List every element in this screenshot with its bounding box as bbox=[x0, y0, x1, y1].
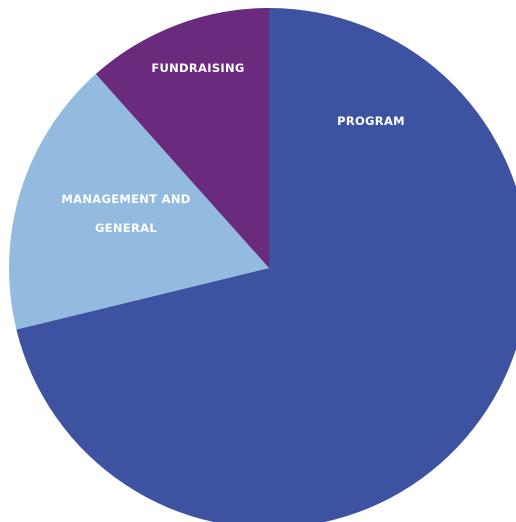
slice-label-fundraising: FUNDRAISING bbox=[151, 61, 244, 75]
pie-labels: PROGRAM MANAGEMENT AND GENERAL FUNDRAISING bbox=[61, 61, 405, 235]
slice-label-management-and-general: MANAGEMENT AND GENERAL bbox=[61, 192, 190, 235]
slice-label-line: FUNDRAISING bbox=[151, 61, 244, 75]
pie-slice-fundraising bbox=[95, 8, 269, 268]
slice-label-line: GENERAL bbox=[95, 221, 157, 235]
slice-label-line: MANAGEMENT AND bbox=[61, 192, 190, 206]
pie-slice-management-and-general bbox=[9, 74, 269, 330]
pie-slice-program bbox=[16, 8, 516, 522]
slice-label-program: PROGRAM bbox=[337, 114, 405, 128]
slice-label-line: PROGRAM bbox=[337, 114, 405, 128]
pie-slices bbox=[9, 8, 516, 522]
